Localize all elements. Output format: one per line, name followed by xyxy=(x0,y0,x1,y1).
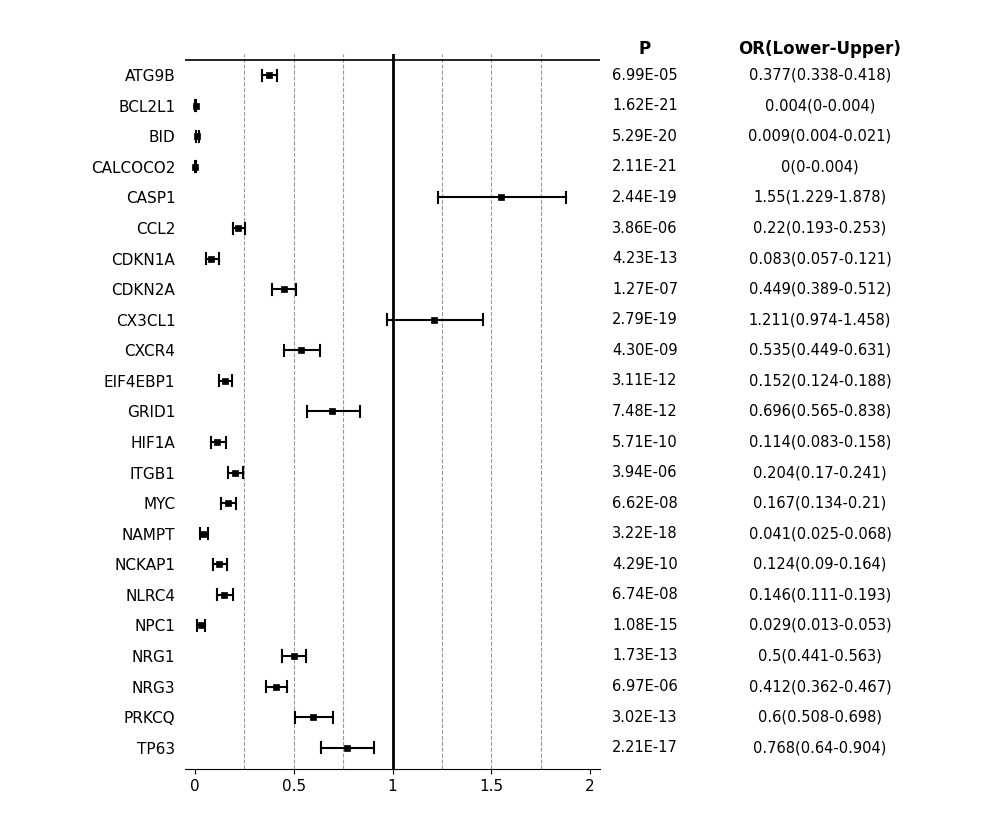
Text: 4.30E-09: 4.30E-09 xyxy=(612,342,678,358)
Text: 1.08E-15: 1.08E-15 xyxy=(612,618,678,633)
Text: 1.62E-21: 1.62E-21 xyxy=(612,98,678,113)
Text: 0.449(0.389-0.512): 0.449(0.389-0.512) xyxy=(749,282,891,297)
Text: P: P xyxy=(639,41,651,58)
Text: 0.5(0.441-0.563): 0.5(0.441-0.563) xyxy=(758,648,882,663)
Text: 0.535(0.449-0.631): 0.535(0.449-0.631) xyxy=(749,342,891,358)
Text: 1.27E-07: 1.27E-07 xyxy=(612,282,678,297)
Text: 2.44E-19: 2.44E-19 xyxy=(612,190,678,205)
Text: 0.412(0.362-0.467): 0.412(0.362-0.467) xyxy=(749,679,891,694)
Text: 0.167(0.134-0.21): 0.167(0.134-0.21) xyxy=(753,495,887,510)
Text: 3.86E-06: 3.86E-06 xyxy=(612,221,678,236)
Text: 6.99E-05: 6.99E-05 xyxy=(612,68,678,83)
Text: 4.23E-13: 4.23E-13 xyxy=(612,251,678,266)
Text: 0.004(0-0.004): 0.004(0-0.004) xyxy=(765,98,875,113)
Text: 4.29E-10: 4.29E-10 xyxy=(612,557,678,571)
Text: 7.48E-12: 7.48E-12 xyxy=(612,404,678,419)
Text: 2.79E-19: 2.79E-19 xyxy=(612,313,678,327)
Text: 6.74E-08: 6.74E-08 xyxy=(612,587,678,602)
Text: 0.041(0.025-0.068): 0.041(0.025-0.068) xyxy=(749,526,891,541)
Text: 1.73E-13: 1.73E-13 xyxy=(612,648,678,663)
Text: 0.768(0.64-0.904): 0.768(0.64-0.904) xyxy=(753,740,887,755)
Text: 0.22(0.193-0.253): 0.22(0.193-0.253) xyxy=(753,221,887,236)
Text: 5.29E-20: 5.29E-20 xyxy=(612,129,678,144)
Text: 3.02E-13: 3.02E-13 xyxy=(612,710,678,724)
Text: 0.114(0.083-0.158): 0.114(0.083-0.158) xyxy=(749,434,891,450)
Text: 0.152(0.124-0.188): 0.152(0.124-0.188) xyxy=(749,373,891,389)
Text: 3.94E-06: 3.94E-06 xyxy=(612,465,678,480)
Text: 0.146(0.111-0.193): 0.146(0.111-0.193) xyxy=(749,587,891,602)
Text: OR(Lower-Upper): OR(Lower-Upper) xyxy=(739,41,901,58)
Text: 1.55(1.229-1.878): 1.55(1.229-1.878) xyxy=(753,190,887,205)
Text: 2.21E-17: 2.21E-17 xyxy=(612,740,678,755)
Text: 0.6(0.508-0.698): 0.6(0.508-0.698) xyxy=(758,710,882,724)
Text: 6.97E-06: 6.97E-06 xyxy=(612,679,678,694)
Text: 0.029(0.013-0.053): 0.029(0.013-0.053) xyxy=(749,618,891,633)
Text: 6.62E-08: 6.62E-08 xyxy=(612,495,678,510)
Text: 0.696(0.565-0.838): 0.696(0.565-0.838) xyxy=(749,404,891,419)
Text: 0.204(0.17-0.241): 0.204(0.17-0.241) xyxy=(753,465,887,480)
Text: 0.083(0.057-0.121): 0.083(0.057-0.121) xyxy=(749,251,891,266)
Text: 2.11E-21: 2.11E-21 xyxy=(612,160,678,174)
Text: 0.124(0.09-0.164): 0.124(0.09-0.164) xyxy=(753,557,887,571)
Text: 0.377(0.338-0.418): 0.377(0.338-0.418) xyxy=(749,68,891,83)
Text: 3.22E-18: 3.22E-18 xyxy=(612,526,678,541)
Text: 5.71E-10: 5.71E-10 xyxy=(612,434,678,450)
Text: 3.11E-12: 3.11E-12 xyxy=(612,373,678,389)
Text: 1.211(0.974-1.458): 1.211(0.974-1.458) xyxy=(749,313,891,327)
Text: 0.009(0.004-0.021): 0.009(0.004-0.021) xyxy=(748,129,892,144)
Text: 0(0-0.004): 0(0-0.004) xyxy=(781,160,859,174)
